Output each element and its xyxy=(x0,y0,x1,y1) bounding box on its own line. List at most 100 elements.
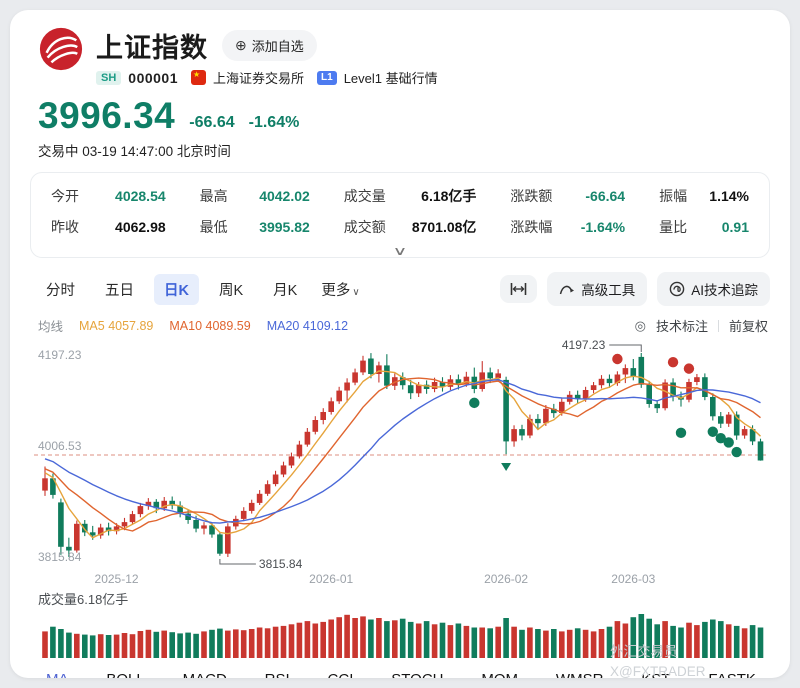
indicator-tab-boll[interactable]: BOLL xyxy=(106,671,144,678)
stat-cell: 成交量 6.18亿手 xyxy=(344,186,477,206)
chart-settings: ◎ 技术标注 前复权 xyxy=(635,316,768,335)
plus-circle-icon: ⊕ xyxy=(235,37,247,53)
add-watchlist-label: 添加自选 xyxy=(251,39,304,54)
advanced-tools-label: 高级工具 xyxy=(581,283,636,298)
svg-text:2025-12: 2025-12 xyxy=(95,572,139,586)
stats-grid: 今开 4028.54 最高 4042.02 成交量 6.18亿手 涨跌额 -66.64 振幅 1.… xyxy=(51,186,749,237)
svg-text:2026-03: 2026-03 xyxy=(611,572,655,586)
indicator-tab-kst[interactable]: KST xyxy=(641,671,670,678)
stat-label: 成交量 xyxy=(343,188,386,204)
indicator-tab-rsi[interactable]: RSI xyxy=(265,671,290,678)
indicator-tab-stoch[interactable]: STOCH xyxy=(391,671,443,678)
adjust-mode-select[interactable]: 前复权 xyxy=(728,319,768,334)
svg-text:3815.84: 3815.84 xyxy=(259,557,303,571)
stat-cell: 昨收 4062.98 xyxy=(51,217,166,237)
divider xyxy=(717,319,719,332)
ma-legend-row: 均线 MA5 4057.89 MA10 4089.59 MA20 4109.12… xyxy=(38,316,768,335)
annotate-icon: ◎ xyxy=(634,317,646,333)
stat-label: 量比 xyxy=(659,219,688,235)
indicator-tab-fastk[interactable]: FASTK xyxy=(708,671,756,678)
stat-value: 6.18亿手 xyxy=(421,188,477,204)
stat-value: 8701.08亿 xyxy=(411,219,477,235)
indicator-tab-wmsr[interactable]: WMSR xyxy=(556,671,604,678)
volume-chart[interactable] xyxy=(30,610,770,658)
stat-cell: 涨跌额 -66.64 xyxy=(510,186,625,206)
chart-toolbar: 分时 五日 日K 周K 月K 更多 ∨ 高级工具 xyxy=(36,272,770,306)
tech-annotate-toggle[interactable]: 技术标注 xyxy=(655,319,708,334)
stat-value: 3995.82 xyxy=(259,219,310,235)
svg-text:4197.23: 4197.23 xyxy=(562,338,606,352)
instrument-meta: SH 000001 上海证券交易所 L1 Level1 基础行情 xyxy=(96,68,438,87)
stat-value: 0.91 xyxy=(721,219,749,235)
chart-tools: 高级工具 AI技术追踪 xyxy=(500,272,770,306)
period-tab-五日[interactable]: 五日 xyxy=(105,282,134,299)
header: 上证指数 ⊕ 添加自选 SH 000001 上海证券交易所 L1 Level1 … xyxy=(38,26,770,87)
stat-value: 4028.54 xyxy=(115,188,166,204)
measure-icon xyxy=(510,283,527,295)
stat-label: 成交额 xyxy=(343,219,386,235)
indicator-tab-ma[interactable]: MA xyxy=(46,671,69,678)
ai-tracking-button[interactable]: AI技术追踪 xyxy=(657,272,770,306)
indicator-tab-macd[interactable]: MACD xyxy=(183,671,227,678)
stat-value: 1.14% xyxy=(709,188,749,204)
period-tabs: 分时 五日 日K 周K 月K 更多 ∨ xyxy=(36,273,364,305)
svg-text:4197.23: 4197.23 xyxy=(38,348,82,362)
ma-legend-title: 均线 xyxy=(38,320,64,334)
ma-legend: 均线 MA5 4057.89 MA10 4089.59 MA20 4109.12 xyxy=(38,316,348,335)
stat-value: 4062.98 xyxy=(115,219,166,235)
cn-flag-icon xyxy=(191,70,206,85)
more-periods-button[interactable]: 更多 ∨ xyxy=(317,274,363,305)
stat-cell: 成交额 8701.08亿 xyxy=(344,217,477,237)
price-change: -66.64 xyxy=(189,114,235,131)
level-badge: L1 xyxy=(317,70,337,85)
stat-cell: 最高 4042.02 xyxy=(200,186,310,206)
quote-card: 上证指数 ⊕ 添加自选 SH 000001 上海证券交易所 L1 Level1 … xyxy=(10,10,790,678)
quote-row: 3996.34 -66.64 -1.64% xyxy=(38,97,770,134)
ma20-legend: MA20 4109.12 xyxy=(266,318,349,333)
period-tab-周K[interactable]: 周K xyxy=(218,282,244,299)
more-label: 更多 xyxy=(321,282,351,299)
stat-value: -66.64 xyxy=(585,188,626,204)
indicator-tabs: MA BOLL MACD RSI CCI STOCH MOM WMSR KST FASTK xyxy=(30,658,770,678)
sse-logo-icon xyxy=(38,26,84,77)
stat-value: 4042.02 xyxy=(259,188,310,204)
pen-curve-icon xyxy=(560,285,575,295)
stat-cell: 最低 3995.82 xyxy=(200,217,310,237)
svg-text:2026-01: 2026-01 xyxy=(309,572,353,586)
stat-cell: 量比 0.91 xyxy=(659,217,749,237)
indicator-tab-mom[interactable]: MOM xyxy=(481,671,518,678)
indicator-tab-cci[interactable]: CCI xyxy=(328,671,354,678)
stat-cell: 今开 4028.54 xyxy=(51,186,166,206)
volume-label: 成交量6.18亿手 xyxy=(38,592,129,607)
chevron-down-icon[interactable]: ∨ xyxy=(392,244,408,258)
stat-label: 今开 xyxy=(51,188,79,204)
ma5-legend: MA5 4057.89 xyxy=(79,318,154,333)
stat-label: 涨跌幅 xyxy=(510,219,553,235)
ai-logo-icon xyxy=(669,281,685,297)
stat-value: -1.64% xyxy=(580,219,626,235)
ma10-legend: MA10 4089.59 xyxy=(169,318,251,333)
exchange-name: 上海证券交易所 xyxy=(213,71,305,86)
period-tab-日K[interactable]: 日K xyxy=(154,273,199,305)
stats-panel: 今开 4028.54 最高 4042.02 成交量 6.18亿手 涨跌额 -66.64 振幅 1.… xyxy=(30,172,770,258)
stat-label: 最高 xyxy=(199,188,228,204)
svg-text:2026-02: 2026-02 xyxy=(484,572,528,586)
advanced-tools-button[interactable]: 高级工具 xyxy=(547,272,648,306)
ai-tracking-label: AI技术追踪 xyxy=(691,283,758,298)
stat-cell: 涨跌幅 -1.64% xyxy=(510,217,625,237)
stat-label: 昨收 xyxy=(51,219,79,235)
stat-label: 涨跌额 xyxy=(510,188,553,204)
price-change-pct: -1.64% xyxy=(248,114,300,131)
market-badge: SH xyxy=(96,70,122,85)
measure-button[interactable] xyxy=(500,275,538,303)
add-watchlist-button[interactable]: ⊕ 添加自选 xyxy=(222,30,317,61)
chevron-down-icon: ∨ xyxy=(352,286,360,298)
period-tab-分时[interactable]: 分时 xyxy=(46,282,75,299)
instrument-code: 000001 xyxy=(128,69,178,86)
kline-chart-area[interactable]: 4197.23 4006.53 3815.84 2025-12 2026-01 2026-… xyxy=(30,337,770,587)
stat-cell: 振幅 1.14% xyxy=(659,186,749,206)
candlestick-chart: 4197.23 4006.53 3815.84 2025-12 2026-01 2026-… xyxy=(34,338,766,586)
period-tab-月K[interactable]: 月K xyxy=(273,282,298,299)
level-text: Level1 基础行情 xyxy=(343,71,438,86)
last-price: 3996.34 xyxy=(38,95,176,136)
